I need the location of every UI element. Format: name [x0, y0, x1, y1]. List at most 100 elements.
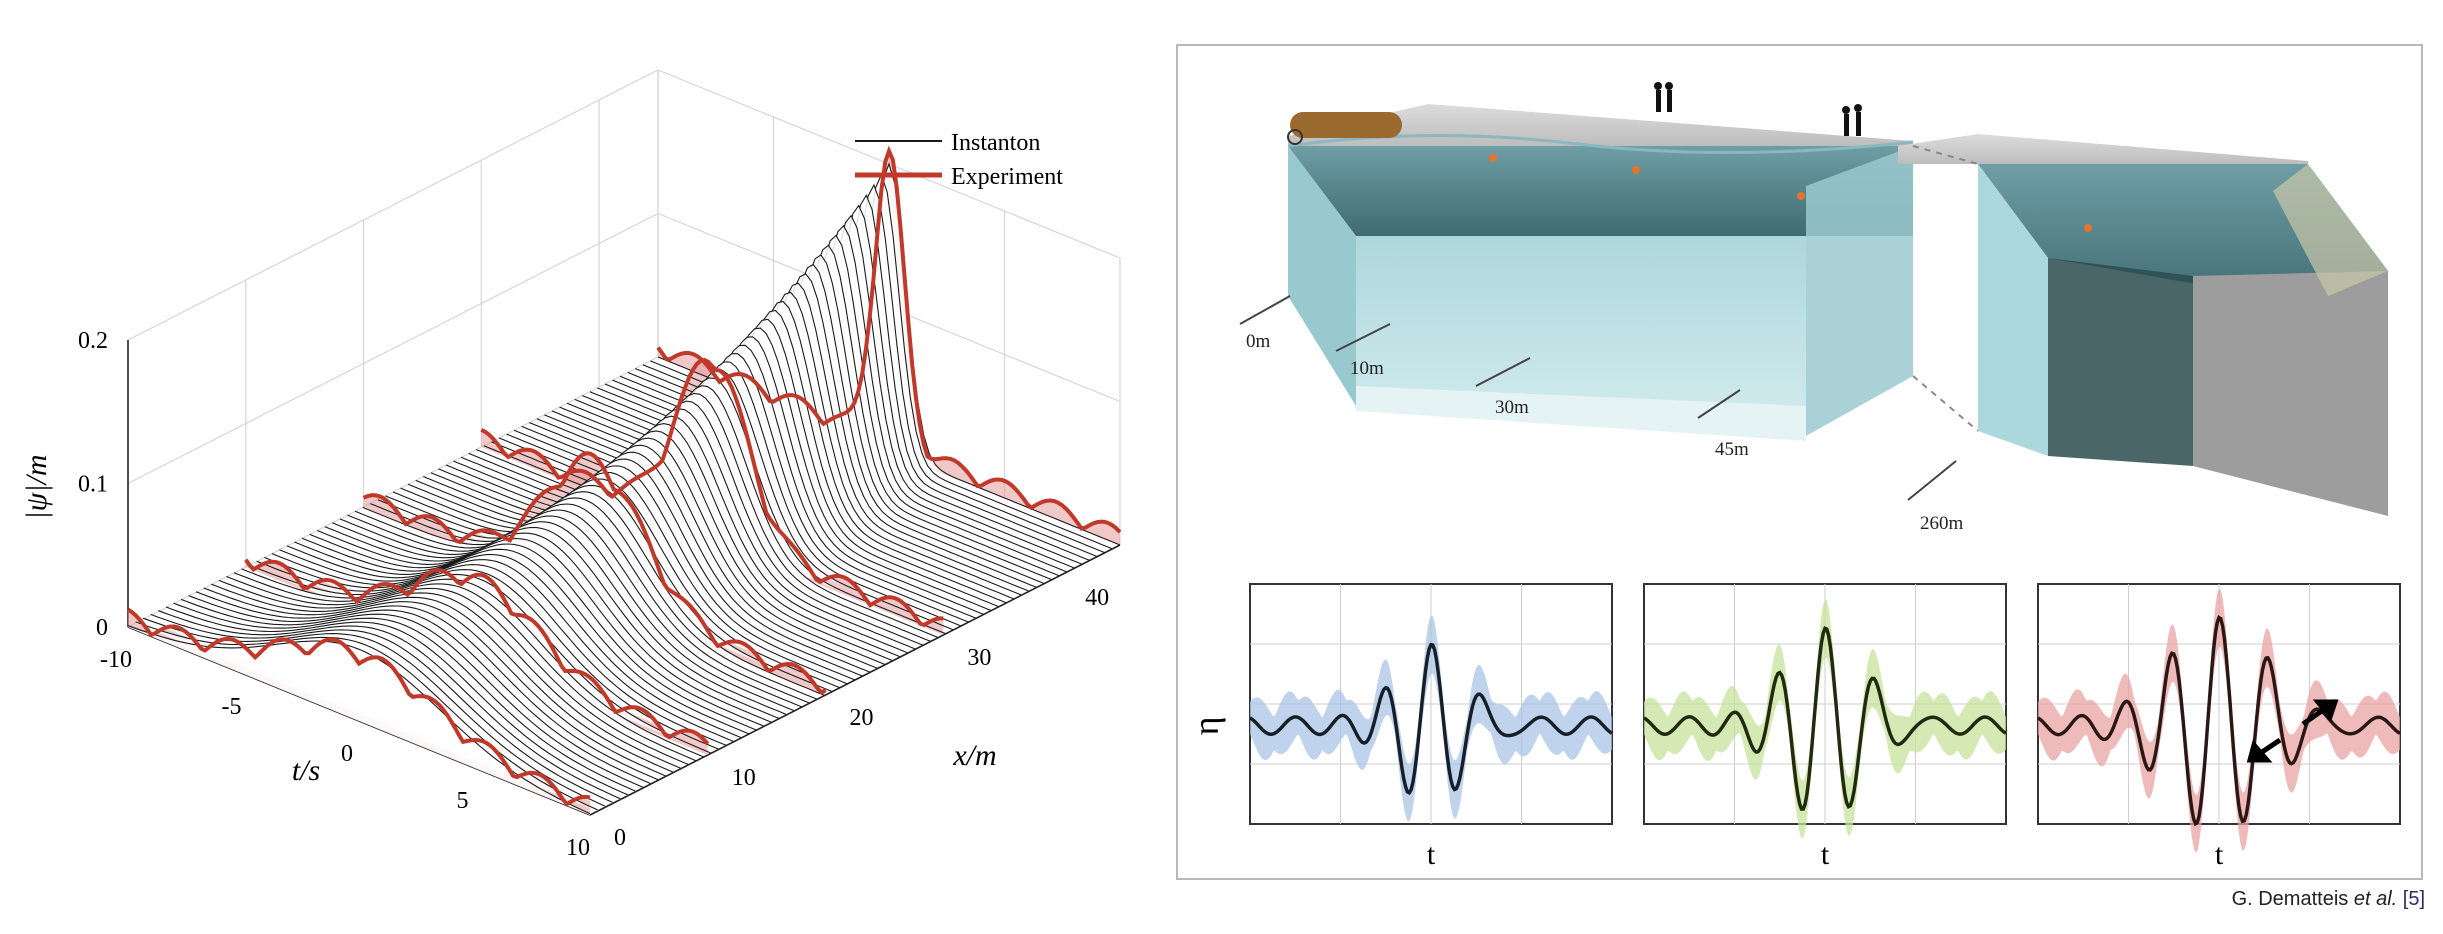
instanton-line — [430, 430, 894, 662]
uncertainty-band — [2038, 588, 2400, 853]
wave-panel: t — [1643, 583, 2007, 871]
instanton-line — [438, 423, 901, 658]
wave-panel: t — [2037, 583, 2401, 871]
instanton-line — [385, 471, 848, 685]
eta-axis-label: η — [1186, 717, 1226, 736]
instanton-line — [233, 572, 697, 762]
instanton-line — [309, 532, 772, 723]
instanton-line — [324, 521, 788, 716]
instanton-line — [286, 545, 750, 735]
instanton-line — [536, 318, 1000, 608]
instanton-line — [317, 526, 780, 720]
distance-label-30m: 30m — [1495, 397, 1529, 418]
instanton-line — [362, 491, 825, 696]
instanton-line — [354, 497, 818, 700]
distance-label-260m: 260m — [1920, 513, 1964, 534]
z-axis-label: |ψ|/m — [20, 454, 53, 519]
z-tick-label: 0.2 — [78, 328, 108, 354]
instanton-line — [211, 583, 674, 773]
instanton-line — [271, 553, 735, 743]
chart-ticks: 0 0.1 0.2 -10 -5 0 5 10 0 10 20 30 40 — [78, 328, 1109, 861]
instanton-line — [180, 598, 644, 788]
wave-maker-icon — [1290, 112, 1402, 138]
t-tick-label: 10 — [566, 835, 590, 861]
z-tick-label: 0 — [96, 615, 108, 641]
tank-connector-lines — [1912, 145, 1979, 432]
distance-label-10m: 10m — [1350, 358, 1384, 379]
instanton-line — [248, 564, 712, 754]
instanton-line — [392, 465, 856, 681]
legend-label-instanton: Instanton — [951, 130, 1040, 156]
instanton-line — [544, 309, 1007, 604]
instanton-line — [551, 300, 1015, 600]
credit-ref[interactable]: 5 — [2408, 888, 2420, 910]
instanton-line — [415, 444, 878, 669]
wave-panel: t — [1249, 583, 1613, 871]
instanton-line — [513, 344, 977, 619]
credit-ref-open: [ — [2402, 888, 2409, 910]
t-tick-label: 5 — [457, 788, 469, 814]
x-tick-label: 20 — [850, 705, 874, 731]
instanton-line — [279, 549, 742, 739]
distance-markers — [1239, 295, 1957, 501]
instanton-line — [506, 353, 969, 623]
instanton-line — [226, 575, 689, 766]
figure-credit: G. Dematteis et al. [5] — [2232, 888, 2425, 911]
instanton-line — [476, 385, 939, 639]
wave-tank-illustration: 0m 10m 30m 45m 260m — [1239, 82, 2388, 534]
wave-panels: t t t η — [1186, 583, 2401, 871]
t-tick-label: -5 — [222, 694, 242, 720]
t-tick-label: 0 — [341, 741, 353, 767]
instanton-line — [158, 610, 621, 800]
instanton-line — [218, 579, 682, 769]
experiment-line — [656, 145, 1122, 534]
experiment-line — [126, 607, 591, 807]
instanton-line — [188, 595, 651, 785]
people-silhouettes — [1654, 82, 1862, 136]
experiment-line — [244, 558, 710, 746]
x-tick-label: 0 — [614, 825, 626, 851]
instanton-wave — [1643, 626, 2007, 811]
grid-line — [127, 69, 659, 341]
chart-legend: Instanton Experiment — [855, 130, 1063, 190]
instanton-line — [241, 568, 704, 758]
instanton-line — [165, 606, 629, 796]
tank-section-2 — [1898, 134, 2388, 516]
experiment-line — [362, 451, 827, 695]
grid-line — [127, 212, 659, 485]
credit-etal: et al. — [2353, 888, 2398, 910]
instanton-line — [294, 541, 757, 731]
instanton-line — [195, 591, 659, 781]
x-tick-label: 40 — [1085, 585, 1109, 611]
t-axis-label: t — [1427, 838, 1436, 871]
experiment-line — [480, 358, 944, 628]
t-tick-label: -10 — [100, 647, 132, 673]
instanton-wave — [2037, 614, 2401, 827]
surface-fill — [128, 625, 590, 815]
instanton-line — [127, 625, 591, 815]
credit-ref-close: ] — [2419, 888, 2425, 910]
instanton-line — [339, 509, 803, 708]
instanton-wave — [1249, 642, 1613, 796]
x-axis-label: x/m — [952, 739, 996, 772]
t-axis-label: t — [2215, 838, 2224, 871]
x-tick-label: 10 — [732, 765, 756, 791]
instanton-line — [203, 587, 666, 777]
double-arrow-icon — [2246, 699, 2339, 763]
instanton-line — [529, 327, 992, 612]
x-tick-label: 30 — [967, 645, 991, 671]
instanton-line — [347, 503, 810, 704]
distance-label-0m: 0m — [1246, 331, 1271, 352]
distance-label-45m: 45m — [1715, 439, 1749, 460]
instanton-line — [400, 458, 863, 677]
instanton-line — [453, 408, 916, 650]
instanton-surface — [127, 162, 1121, 815]
t-axis-label: t/s — [292, 754, 320, 787]
experiment-curves — [126, 145, 1122, 807]
instanton-line — [332, 515, 795, 712]
instanton-line — [173, 602, 636, 792]
t-axis-label: t — [1821, 838, 1830, 871]
credit-author: G. Dematteis — [2231, 888, 2349, 910]
instanton-line — [256, 560, 719, 750]
